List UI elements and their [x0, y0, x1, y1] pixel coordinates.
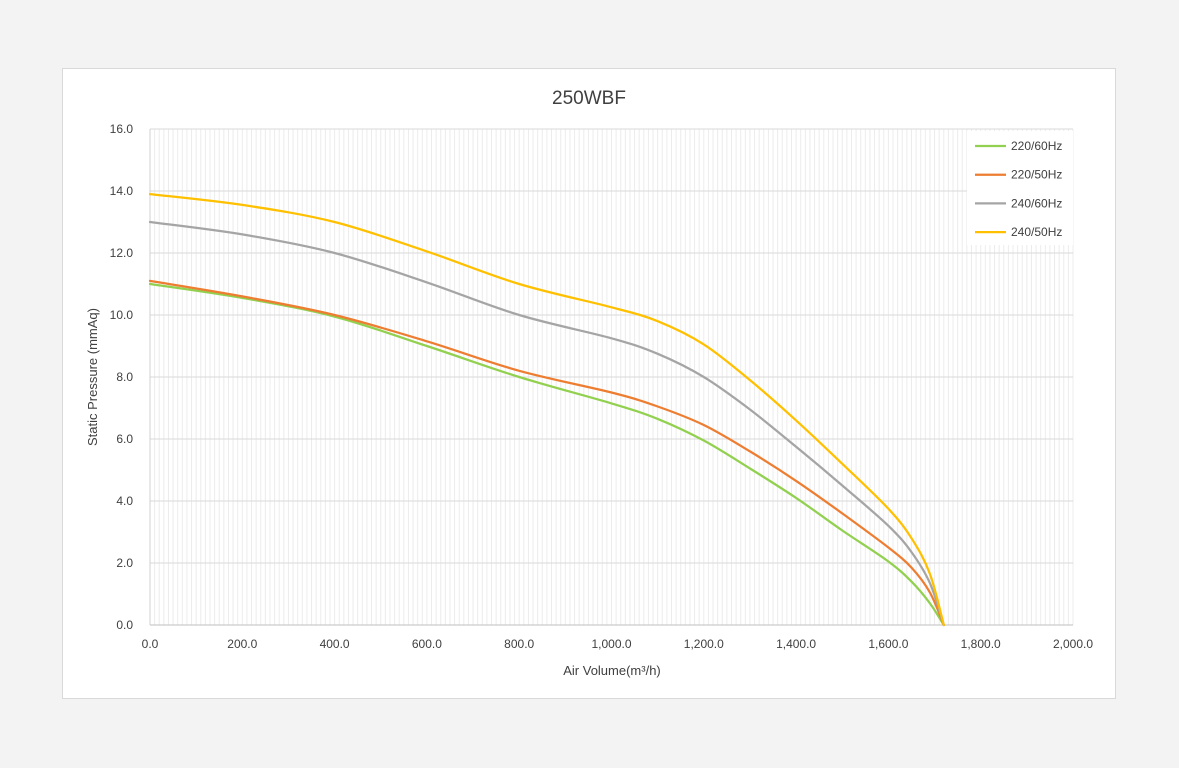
series-line-2: [148, 279, 945, 627]
legend-label: 240/50Hz: [1011, 225, 1062, 239]
legend-label: 220/60Hz: [1011, 139, 1062, 153]
legend-label: 220/50Hz: [1011, 168, 1062, 182]
y-tick-label: 8.0: [116, 370, 133, 384]
chart-title: 250WBF: [552, 88, 626, 109]
y-tick-label: 10.0: [110, 308, 134, 322]
y-tick-label: 0.0: [116, 618, 133, 632]
x-tick-label: 1,400.0: [776, 637, 816, 651]
x-tick-label: 200.0: [227, 637, 257, 651]
tick-labels: 0.0 200.0 400.0 600.0 800.0 1,000.0 1,200.0 1,4…: [110, 122, 1094, 651]
x-axis-title: Air Volume(m³/h): [563, 663, 661, 678]
series-lines: [148, 192, 945, 627]
x-tick-label: 1,200.0: [684, 637, 724, 651]
legend-background: [967, 131, 1073, 245]
y-tick-label: 14.0: [110, 184, 134, 198]
x-tick-label: 400.0: [320, 637, 350, 651]
x-tick-label: 800.0: [504, 637, 534, 651]
x-tick-label: 1,800.0: [961, 637, 1001, 651]
legend-label: 240/60Hz: [1011, 196, 1062, 210]
x-tick-label: 600.0: [412, 637, 442, 651]
series-line-1: [148, 282, 945, 627]
x-tick-label: 1,600.0: [868, 637, 908, 651]
y-tick-label: 16.0: [110, 122, 134, 136]
x-tick-label: 1,000.0: [591, 637, 631, 651]
x-tick-label: 2,000.0: [1053, 637, 1093, 651]
series-line-4: [148, 192, 945, 627]
series-line-3: [148, 220, 945, 627]
y-tick-label: 2.0: [116, 556, 133, 570]
y-axis-title: Static Pressure (mmAq): [85, 308, 100, 446]
legend: 220/60Hz 220/50Hz 240/60Hz 240/50Hz: [967, 131, 1073, 245]
x-tick-label: 0.0: [142, 637, 159, 651]
axes: [149, 129, 1073, 626]
y-tick-label: 6.0: [116, 432, 133, 446]
y-tick-label: 12.0: [110, 246, 134, 260]
y-tick-label: 4.0: [116, 494, 133, 508]
